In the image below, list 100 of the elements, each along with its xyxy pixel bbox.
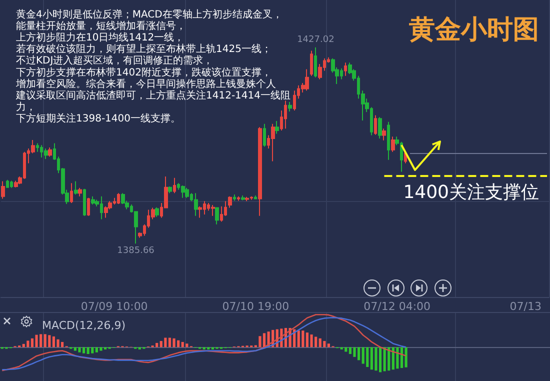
candlestick [237, 196, 240, 202]
x-tick-label: 07/09 10:00 [80, 300, 148, 313]
bar [302, 330, 304, 348]
annotation: 1427.02 [297, 34, 334, 45]
bar [383, 347, 386, 372]
candlestick [168, 186, 172, 194]
candlestick [382, 128, 386, 141]
bar [181, 342, 184, 348]
bar [357, 347, 360, 360]
annotation: 下方短期关注1398-1400一线支撑。 [16, 112, 181, 125]
bar [44, 334, 46, 348]
candlestick [194, 192, 198, 216]
bar [91, 347, 94, 354]
x-tick-label: 07/10 19:00 [222, 300, 290, 313]
candlestick [48, 147, 52, 158]
candlestick [233, 194, 236, 202]
text: 黄金小时图 [408, 15, 539, 45]
candlestick [245, 196, 249, 202]
bar [86, 347, 90, 354]
bar [318, 338, 322, 348]
candlestick [6, 179, 9, 188]
candlestick [185, 187, 189, 198]
bar [26, 340, 30, 348]
candlestick [387, 121, 390, 160]
bar [344, 347, 348, 352]
candlestick [91, 196, 95, 205]
candlestick [117, 192, 120, 205]
annotation: 上方初步阻力在10日均线1412一线， [16, 32, 184, 44]
candlestick [173, 177, 176, 194]
candlestick [211, 204, 215, 216]
bar [404, 347, 408, 368]
bar [168, 338, 172, 348]
bar [52, 336, 56, 348]
candlestick [258, 126, 262, 216]
bar [78, 347, 81, 352]
annotation: 增加看空风险。综合来看，今日早间操作思路上钱曼姝个人 [15, 78, 276, 90]
bar [362, 347, 364, 364]
bar [258, 336, 262, 348]
bar [164, 338, 167, 348]
candlestick [14, 180, 18, 188]
bar [82, 347, 86, 354]
candlestick [44, 148, 48, 160]
candlestick [374, 114, 377, 136]
candlestick [344, 62, 347, 76]
candlestick [314, 46, 317, 78]
candlestick [121, 192, 125, 205]
x-tick-label: 07/13 [510, 300, 542, 313]
bar [100, 347, 102, 351]
candlestick [78, 187, 82, 197]
candlestick [228, 196, 232, 208]
candlestick [284, 100, 287, 130]
bar [48, 335, 51, 348]
bar [323, 340, 326, 348]
candlestick [10, 180, 13, 188]
candlestick [74, 180, 78, 196]
chart-title: MACD(12,26,9) [42, 319, 126, 332]
bar [297, 330, 300, 348]
candlestick [241, 194, 245, 201]
bar [306, 332, 309, 348]
candlestick [215, 206, 219, 225]
candlestick [378, 116, 382, 140]
candlestick [254, 194, 257, 200]
annotation: 能量柱开始放量，短线增加看涨信号， [16, 20, 186, 32]
candlestick [391, 136, 395, 152]
bar [388, 347, 390, 371]
bar [396, 347, 399, 369]
candlestick [155, 206, 159, 218]
bar [327, 344, 330, 348]
candlestick [181, 185, 185, 198]
annotation: 黄金4小时则是低位反弹；MACD在零轴上方初步结成金叉， [16, 8, 282, 20]
annotation: 若有效破位该阻力，则有望上探至布林带上轨1425一线； [16, 43, 272, 56]
candlestick [83, 188, 86, 216]
x-tick-label: 07/12 04:00 [364, 300, 431, 313]
bar [56, 339, 60, 348]
bar [30, 338, 34, 348]
bar [374, 347, 378, 371]
annotation: 1385.66 [117, 246, 155, 256]
bar [186, 344, 188, 348]
candlestick [271, 123, 275, 162]
bar [35, 334, 38, 348]
bar [310, 334, 313, 348]
annotation: 不过KDJ进入超买区域，有回调修正的需求， [16, 54, 214, 67]
candlestick [275, 120, 279, 134]
legend-label: 1400关注支撑位 [403, 182, 540, 204]
bar [378, 347, 382, 372]
candlestick [263, 123, 266, 148]
bar [172, 338, 176, 348]
candlestick [310, 50, 313, 76]
bar [262, 333, 266, 348]
candlestick [87, 197, 90, 216]
bar [353, 347, 356, 357]
candlestick [288, 102, 292, 112]
bar [366, 347, 369, 368]
candlestick [70, 182, 73, 204]
candlestick [1, 180, 5, 200]
bar [160, 340, 162, 348]
annotation: 下方初步支撑在布林带1402附近支撑，跌破该位置支撑， [16, 66, 272, 78]
candlestick [305, 68, 309, 92]
annotation: 建议采取区间高沽低渣即可，上方重点关注1412-1414一线阻力， [15, 90, 291, 114]
bar [400, 347, 404, 368]
